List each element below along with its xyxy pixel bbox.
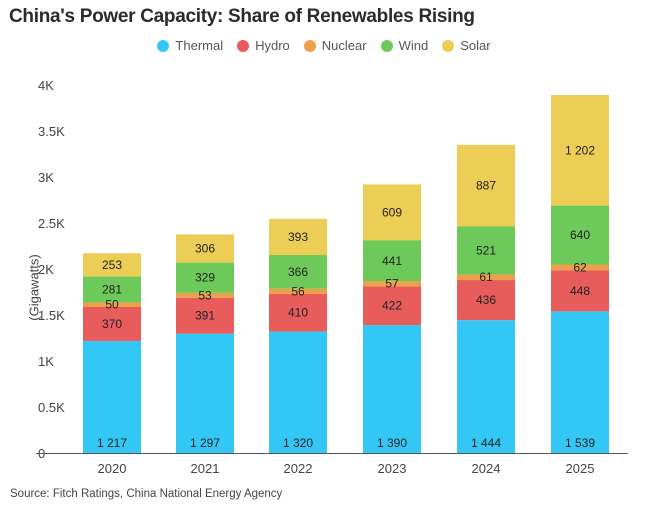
data-label-nuclear-2022: 56 (291, 284, 305, 298)
data-label-hydro-2024: 436 (476, 293, 496, 307)
bar-segment-nuclear-2022 (269, 288, 327, 294)
data-label-solar-2020: 253 (102, 258, 122, 272)
bar-segment-solar-2022 (269, 218, 327, 256)
data-label-wind-2025: 640 (570, 228, 590, 242)
data-label-thermal-2020: 1 217 (97, 436, 127, 450)
legend-label-hydro: Hydro (255, 38, 290, 53)
data-label-nuclear-2021: 53 (198, 288, 212, 302)
bar-segment-solar-2020 (83, 253, 141, 277)
data-label-solar-2022: 393 (288, 230, 308, 244)
bar-segment-solar-2023 (363, 184, 421, 241)
bar-segment-hydro-2025 (551, 270, 609, 312)
x-tick-label: 2023 (378, 461, 407, 476)
bar-segment-hydro-2021 (176, 297, 234, 334)
y-tick-label: 2K (38, 262, 54, 277)
bar-segment-thermal-2023 (363, 325, 421, 453)
data-label-wind-2022: 366 (288, 265, 308, 279)
legend-swatch-wind (380, 39, 393, 52)
data-label-thermal-2025: 1 539 (565, 436, 595, 450)
bar-segment-solar-2024 (457, 144, 515, 227)
bar-segment-solar-2021 (176, 234, 234, 263)
legend-label-wind: Wind (398, 38, 429, 53)
bar-segment-solar-2025 (551, 95, 609, 206)
legend-item-nuclear[interactable]: Nuclear (303, 38, 367, 53)
data-label-wind-2020: 281 (102, 282, 122, 296)
x-tick-label: 2022 (284, 461, 313, 476)
x-tick-label: 2024 (472, 461, 501, 476)
legend-label-solar: Solar (460, 38, 491, 53)
bar-segment-wind-2024 (457, 226, 515, 275)
bar-segment-nuclear-2020 (83, 302, 141, 307)
chart-title: China's Power Capacity: Share of Renewab… (9, 6, 475, 27)
legend-swatch-solar (442, 39, 455, 52)
data-label-solar-2024: 887 (476, 179, 496, 193)
data-label-hydro-2023: 422 (382, 299, 402, 313)
legend-item-solar[interactable]: Solar (442, 38, 491, 53)
legend-swatch-hydro (237, 39, 250, 52)
legend-swatch-thermal (157, 39, 170, 52)
bar-segment-thermal-2024 (457, 320, 515, 453)
legend: Thermal Hydro Nuclear Wind Solar (0, 38, 648, 53)
legend-item-hydro[interactable]: Hydro (237, 38, 290, 53)
legend-item-thermal[interactable]: Thermal (157, 38, 223, 53)
bar-segment-thermal-2025 (551, 311, 609, 453)
data-label-hydro-2022: 410 (288, 306, 308, 320)
data-label-nuclear-2023: 57 (385, 277, 399, 291)
data-label-wind-2023: 441 (382, 254, 402, 268)
data-label-nuclear-2025: 62 (573, 260, 587, 274)
bar-segment-nuclear-2023 (363, 281, 421, 287)
y-tick-label: 2.5K (38, 216, 65, 231)
legend-label-thermal: Thermal (175, 38, 224, 53)
bar-segment-nuclear-2021 (176, 292, 234, 298)
x-tick-label: 2021 (191, 461, 220, 476)
bar-segment-wind-2021 (176, 262, 234, 293)
bar-segment-thermal-2020 (83, 341, 141, 453)
y-tick-label: 3K (38, 170, 54, 185)
data-label-thermal-2023: 1 390 (377, 436, 407, 450)
bar-segment-nuclear-2025 (551, 264, 609, 271)
y-tick-label: 3.5K (38, 124, 65, 139)
legend-item-wind[interactable]: Wind (380, 38, 429, 53)
bar-segment-hydro-2020 (83, 306, 141, 342)
data-label-nuclear-2024: 61 (479, 270, 493, 284)
data-label-wind-2021: 329 (195, 271, 215, 285)
legend-swatch-nuclear (303, 39, 316, 52)
bar-segment-wind-2022 (269, 255, 327, 289)
bar-segment-nuclear-2024 (457, 274, 515, 281)
data-label-solar-2025: 1 202 (565, 143, 595, 157)
data-label-hydro-2021: 391 (195, 309, 215, 323)
bar-segment-hydro-2024 (457, 280, 515, 321)
bar-segment-thermal-2021 (176, 333, 234, 453)
data-label-hydro-2020: 370 (102, 317, 122, 331)
y-tick-label: 1K (38, 354, 54, 369)
data-label-nuclear-2020: 50 (105, 298, 119, 312)
data-label-solar-2023: 609 (382, 205, 402, 219)
data-label-thermal-2022: 1 320 (283, 436, 313, 450)
bar-segment-hydro-2023 (363, 286, 421, 326)
y-tick-label: 4K (38, 78, 54, 93)
bar-segment-hydro-2022 (269, 293, 327, 332)
data-label-wind-2024: 521 (476, 243, 496, 257)
y-tick-label: 1.5K (38, 308, 65, 323)
bar-segment-wind-2023 (363, 240, 421, 282)
x-tick-label: 2025 (566, 461, 595, 476)
data-label-hydro-2025: 448 (570, 284, 590, 298)
data-label-solar-2021: 306 (195, 241, 215, 255)
x-tick-label: 2020 (98, 461, 127, 476)
bar-segment-wind-2025 (551, 205, 609, 265)
data-label-thermal-2021: 1 297 (190, 436, 220, 450)
bar-segment-thermal-2022 (269, 331, 327, 453)
legend-label-nuclear: Nuclear (321, 38, 367, 53)
y-tick-label: 0.5K (38, 400, 65, 415)
bar-segment-wind-2020 (83, 276, 141, 303)
source-note: Source: Fitch Ratings, China National En… (10, 488, 283, 500)
data-label-thermal-2024: 1 444 (471, 436, 501, 450)
